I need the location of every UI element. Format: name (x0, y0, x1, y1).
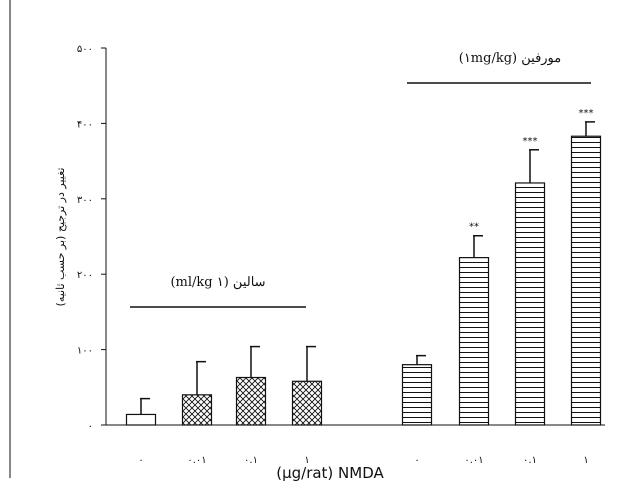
significance-marker: *** (523, 136, 538, 147)
category-label: ۰ (414, 455, 419, 466)
error-bars (140, 121, 595, 415)
y-axis-title: تغییر در ترجیح (بر حسب ثانیه) (54, 168, 67, 307)
x-axis-title: (µg/rat) NMDA (276, 464, 384, 482)
bar (235, 376, 267, 426)
bar (125, 413, 157, 426)
group-label: مورفین (۱mg/kg) (459, 51, 562, 66)
y-ticks: ۰ ۱۰۰ ۲۰۰ ۳۰۰ ۴۰۰ ۵۰۰ (77, 44, 106, 432)
y-tick-label: ۵۰۰ (77, 44, 93, 55)
bar (514, 182, 546, 426)
bar (570, 135, 602, 426)
category-labels: ۰ ۰.۰۱ ۰.۱ ۱ ۰ ۰.۰۱ ۰.۱ ۱ (138, 455, 588, 466)
significance-marker: ** (469, 222, 479, 233)
y-tick-label: ۴۰۰ (77, 119, 93, 130)
bar (401, 364, 433, 426)
y-tick-label: ۰ (88, 421, 93, 432)
y-tick-label: ۳۰۰ (77, 195, 93, 206)
category-label: ۱ (304, 455, 309, 466)
y-tick-label: ۲۰۰ (77, 270, 93, 281)
category-label: ۰.۱ (523, 455, 537, 466)
significance-marks: ******** (469, 108, 594, 233)
category-label: ۰.۰۱ (187, 455, 206, 466)
bar (181, 394, 213, 426)
bar (291, 380, 323, 426)
bars (125, 135, 602, 426)
category-label: ۰ (138, 455, 143, 466)
category-label: ۰.۱ (244, 455, 258, 466)
group-labels: سالین (۱ ml/kg) مورفین (۱mg/kg) (130, 51, 591, 308)
category-label: ۰.۰۱ (464, 455, 483, 466)
category-label: ۱ (583, 455, 588, 466)
y-tick-label: ۱۰۰ (77, 346, 93, 357)
group-label: سالین (۱ ml/kg) (170, 275, 265, 290)
bar (458, 257, 490, 426)
significance-marker: *** (579, 108, 594, 119)
